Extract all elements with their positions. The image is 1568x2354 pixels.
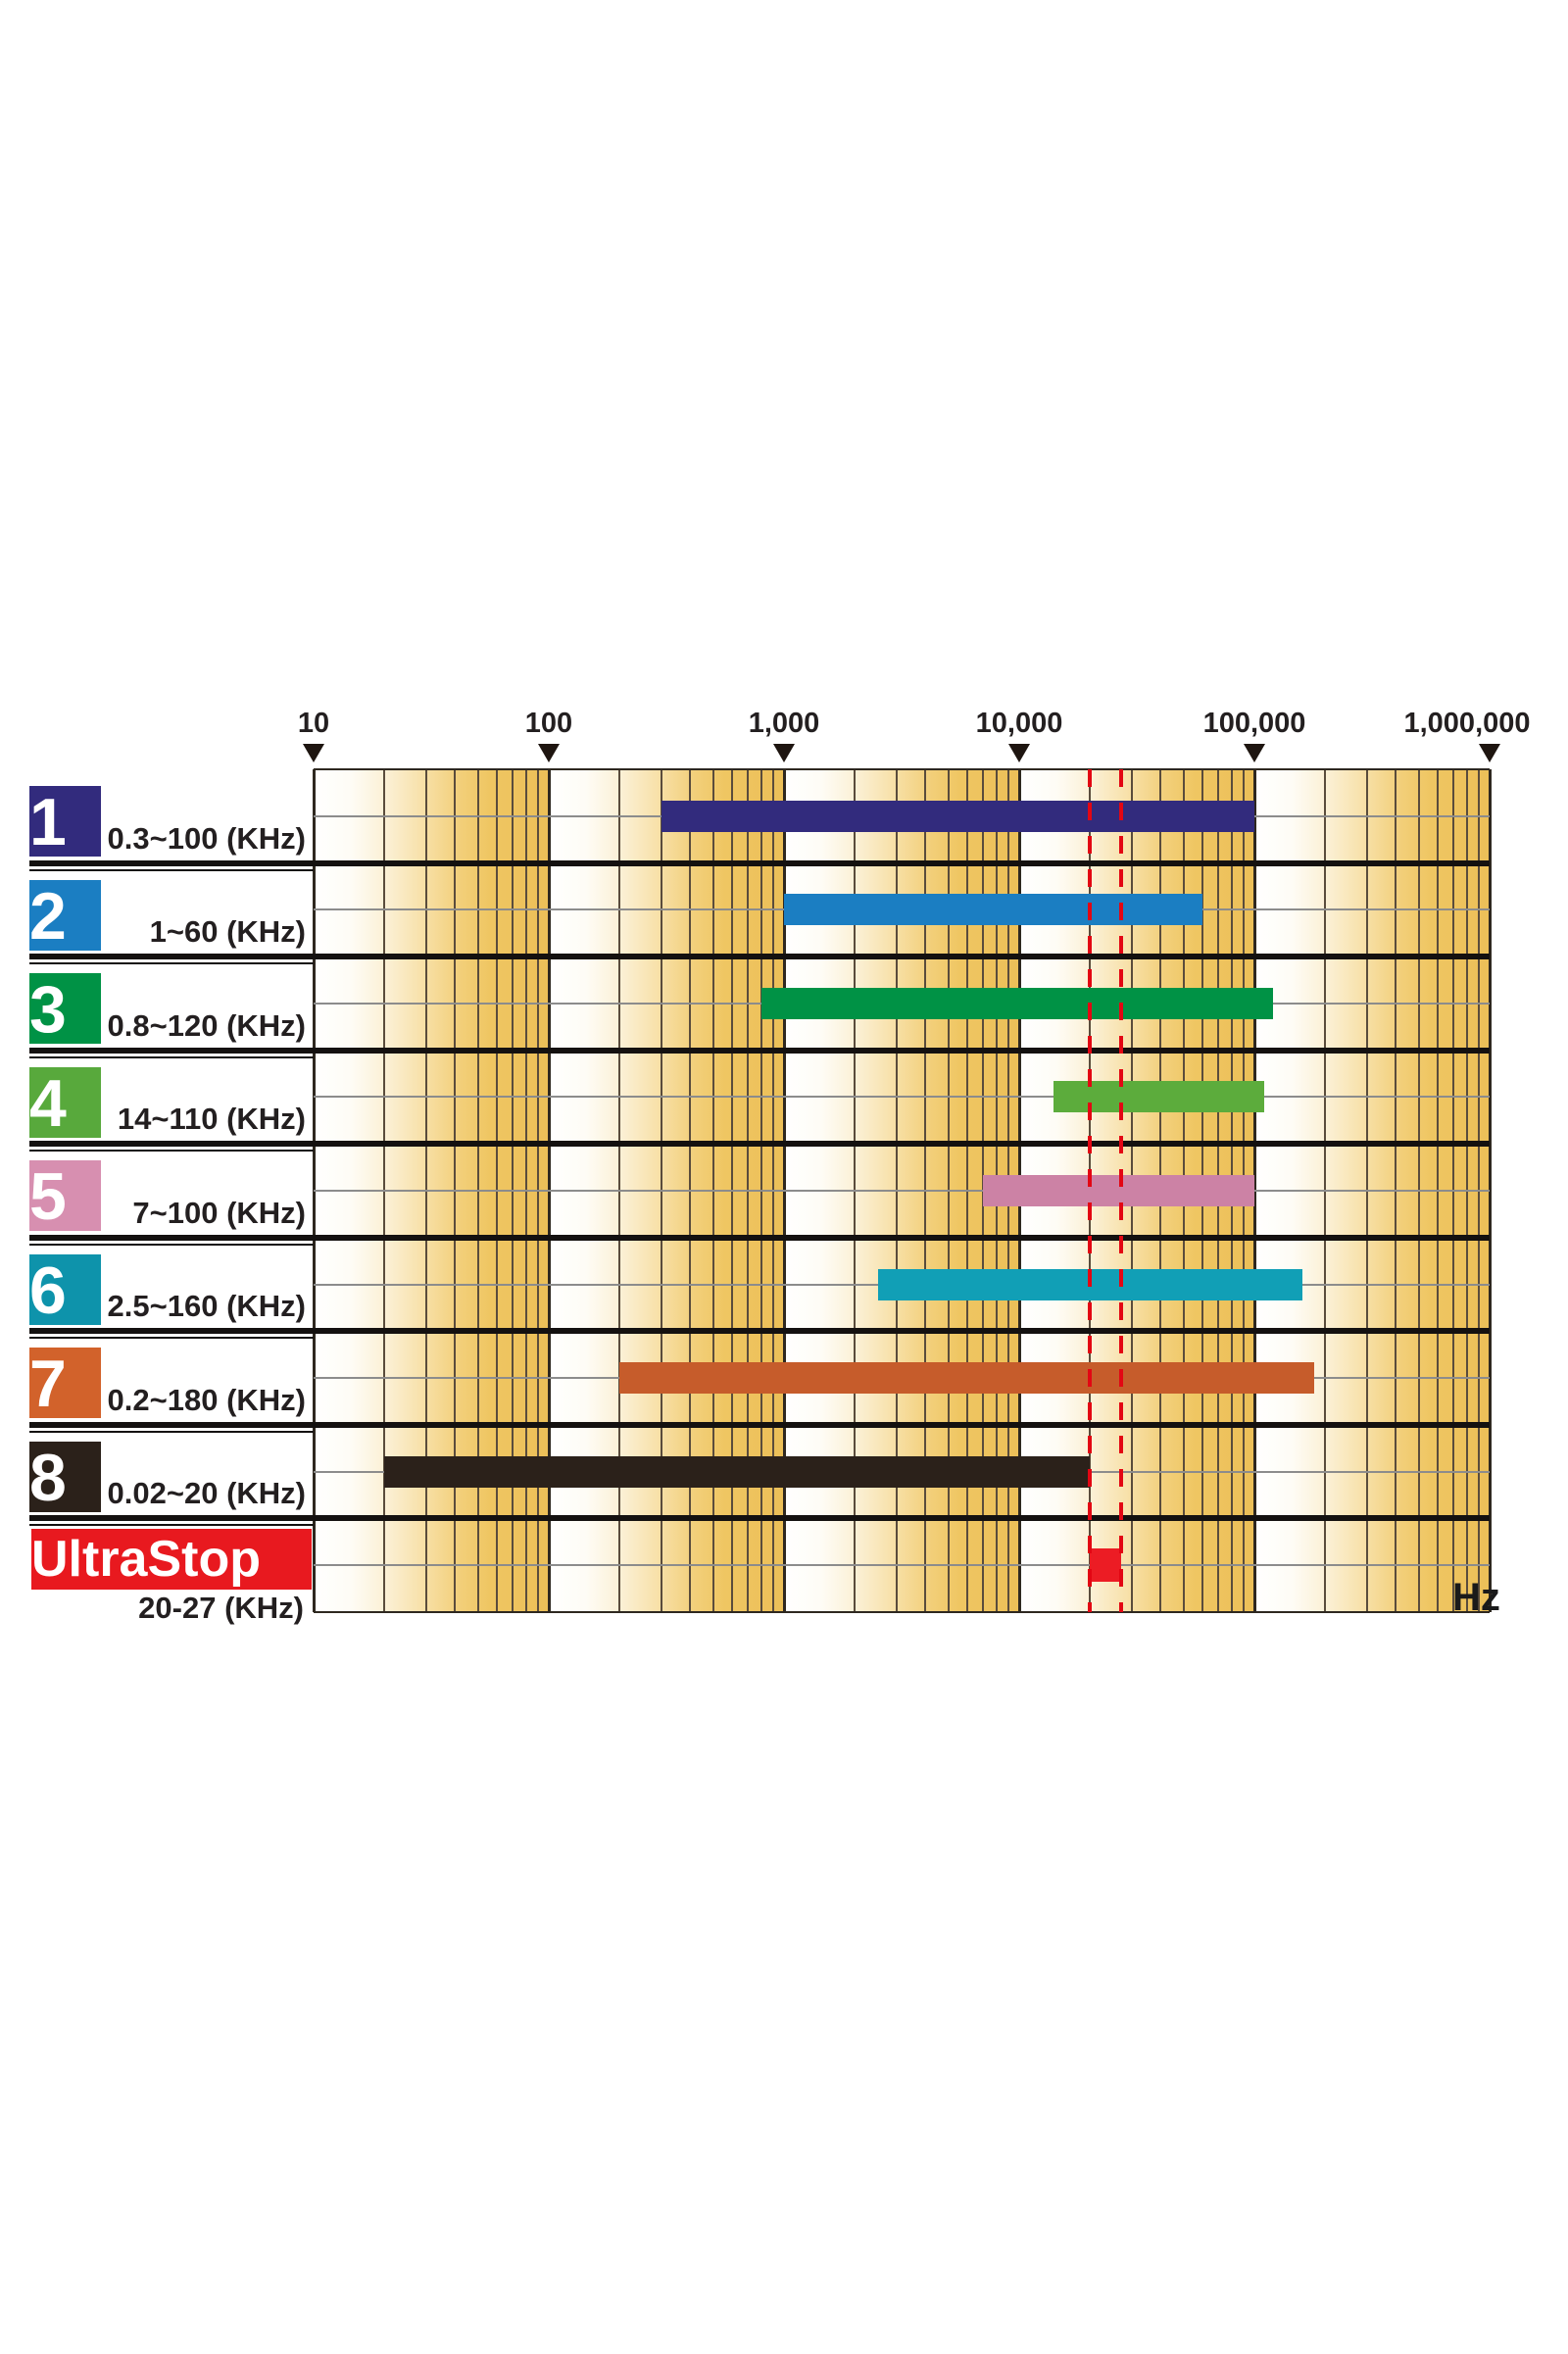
x-tick-label: 100 (524, 708, 573, 739)
row-number: 5 (29, 1159, 67, 1235)
row-number-badge: 1 (29, 785, 101, 859)
row-number-badge: 8 (29, 1440, 101, 1515)
row-range-label: 7~100 (KHz) (132, 1195, 306, 1230)
bar-row-4 (1054, 1081, 1264, 1113)
x-tick-label: 10 (297, 708, 330, 739)
bar-row-7 (619, 1362, 1315, 1395)
band-midline (314, 1190, 1490, 1192)
bar-row-1 (661, 800, 1254, 832)
row-range-label: 0.8~120 (KHz) (107, 1007, 306, 1043)
row-separator (29, 954, 1490, 960)
grid-top-border (314, 768, 1490, 770)
row-separator (29, 1515, 1490, 1522)
row-number: 1 (29, 785, 67, 859)
x-tick-marker-icon (1479, 744, 1500, 762)
bar-row-2 (784, 894, 1202, 926)
row-number-badge: 5 (29, 1159, 101, 1235)
bar-row-3 (760, 987, 1273, 1019)
x-tick-label: 10,000 (975, 708, 1063, 739)
row-separator-underline (29, 868, 314, 871)
row-range-label: 0.3~100 (KHz) (107, 820, 306, 856)
band-midline (314, 1564, 1490, 1567)
row-separator-underline (29, 1150, 314, 1152)
row-separator (29, 1141, 1490, 1148)
row-number: 2 (29, 878, 67, 954)
x-tick-label: 1,000 (748, 708, 820, 739)
bar-row-8 (384, 1455, 1091, 1488)
row-number-badge: 6 (29, 1252, 101, 1328)
x-tick-marker-icon (303, 744, 324, 762)
row-number: 3 (29, 972, 67, 1048)
x-tick-label: 1,000,000 (1403, 708, 1531, 739)
bar-row-5 (982, 1175, 1254, 1206)
x-tick-label: 100,000 (1202, 708, 1306, 739)
row-number-badge: 4 (29, 1065, 101, 1141)
reference-dashed-line (1118, 769, 1123, 1612)
row-number-badge: 3 (29, 972, 101, 1048)
row-separator-underline (29, 1055, 314, 1058)
reference-dashed-line (1088, 769, 1093, 1612)
row-range-label: 0.02~20 (KHz) (107, 1476, 306, 1511)
row-range-label: 0.2~180 (KHz) (107, 1382, 306, 1417)
row-separator-underline (29, 1243, 314, 1246)
row-separator (29, 1421, 1490, 1428)
bar-ultrastop (1090, 1548, 1121, 1583)
ultrastop-badge: UltraStop (31, 1529, 312, 1591)
x-tick-marker-icon (1244, 744, 1265, 762)
row-number: 7 (29, 1347, 67, 1422)
row-separator (29, 859, 1490, 866)
x-tick-marker-icon (538, 744, 560, 762)
row-number-badge: 7 (29, 1347, 101, 1422)
row-range-label: 2.5~160 (KHz) (107, 1289, 306, 1324)
row-range-label: 14~110 (KHz) (117, 1102, 306, 1137)
grid-bottom-border (314, 1611, 1490, 1613)
axis-unit-label: Hz (1452, 1576, 1500, 1619)
row-separator (29, 1328, 1490, 1335)
band-midline (314, 1096, 1490, 1099)
x-tick-marker-icon (1008, 744, 1030, 762)
x-tick-marker-icon (773, 744, 795, 762)
ultrastop-range-label: 20-27 (KHz) (138, 1591, 304, 1626)
row-number: 4 (29, 1065, 67, 1141)
row-separator-underline (29, 1337, 314, 1340)
row-separator-underline (29, 1430, 314, 1433)
ultrastop-label: UltraStop (31, 1531, 261, 1589)
row-separator (29, 1234, 1490, 1241)
row-separator-underline (29, 1524, 314, 1527)
row-separator (29, 1047, 1490, 1054)
row-range-label: 1~60 (KHz) (149, 914, 306, 950)
row-number-badge: 2 (29, 878, 101, 954)
row-separator-underline (29, 962, 314, 965)
row-number: 8 (29, 1440, 67, 1515)
decade-gridline (1488, 769, 1492, 1612)
row-number: 6 (29, 1252, 67, 1328)
